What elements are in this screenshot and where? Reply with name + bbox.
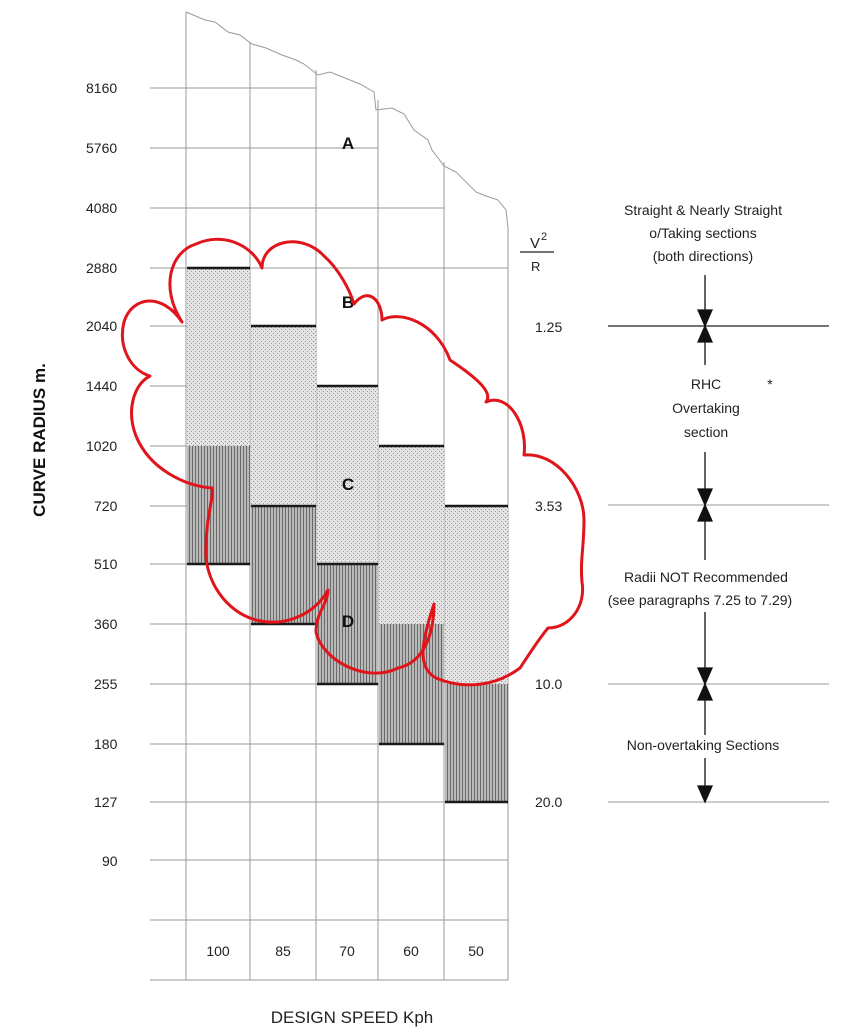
y-tick: 360 (94, 616, 118, 632)
y-tick: 8160 (86, 80, 117, 96)
annotation-not-recommended: Radii NOT Recommended (see paragraphs 7.… (608, 569, 792, 608)
ratio-levels: 1.25 3.53 10.0 20.0 (535, 319, 829, 810)
y-tick: 1020 (86, 438, 117, 454)
annotation-rhc: RHC Overtaking section * (672, 376, 773, 440)
ratio-level: 10.0 (535, 676, 562, 692)
ratio-level: 3.53 (535, 498, 562, 514)
review-cloud (121, 237, 586, 687)
speed-label: 60 (403, 943, 419, 959)
annotation-line: Straight & Nearly Straight (624, 202, 782, 218)
speed-label: 100 (206, 943, 230, 959)
ratio-denominator: R (531, 259, 540, 274)
annotation-line: Overtaking (672, 400, 740, 416)
y-tick: 127 (94, 794, 118, 810)
ratio-level: 20.0 (535, 794, 562, 810)
annotation-line: (see paragraphs 7.25 to 7.29) (608, 592, 792, 608)
annotation-non-overtaking: Non-overtaking Sections (627, 737, 780, 753)
y-tick: 180 (94, 736, 118, 752)
y-axis-title: CURVE RADIUS m. (30, 363, 49, 517)
y-tick: 2880 (86, 260, 117, 276)
range-arrows (697, 275, 713, 804)
y-tick-labels: 8160 5760 4080 2880 2040 1440 1020 720 5… (86, 80, 118, 869)
annotation-line: (both directions) (653, 248, 753, 264)
ratio-exponent: 2 (541, 231, 547, 243)
y-tick: 720 (94, 498, 118, 514)
y-tick: 4080 (86, 200, 117, 216)
ratio-level: 1.25 (535, 319, 562, 335)
annotation-line: RHC (691, 376, 721, 392)
asterisk-mark: * (767, 376, 773, 392)
y-tick: 2040 (86, 318, 117, 334)
y-tick: 5760 (86, 140, 117, 156)
zone-label-c: C (342, 475, 354, 494)
y-tick: 510 (94, 556, 118, 572)
annotation-line: o/Taking sections (649, 225, 756, 241)
zone-label-a: A (342, 134, 354, 153)
speed-label: 85 (275, 943, 291, 959)
speed-labels: 100 85 70 60 50 (206, 943, 484, 959)
y-tick: 255 (94, 676, 118, 692)
y-tick: 90 (102, 853, 118, 869)
annotation-line: section (684, 424, 728, 440)
x-axis-title: DESIGN SPEED Kph (271, 1008, 434, 1027)
top-outline (185, 11, 509, 229)
band-b-light (187, 268, 508, 684)
speed-label: 70 (339, 943, 355, 959)
band-boundaries (187, 266, 508, 804)
speed-label: 50 (468, 943, 484, 959)
y-tick: 1440 (86, 378, 117, 394)
band-d-dark (187, 446, 508, 802)
ratio-header: V 2 R (520, 231, 554, 274)
ratio-numerator: V (530, 235, 540, 252)
annotation-line: Radii NOT Recommended (624, 569, 788, 585)
zone-label-d: D (342, 612, 354, 631)
annotation-straight: Straight & Nearly Straight o/Taking sect… (624, 202, 782, 264)
